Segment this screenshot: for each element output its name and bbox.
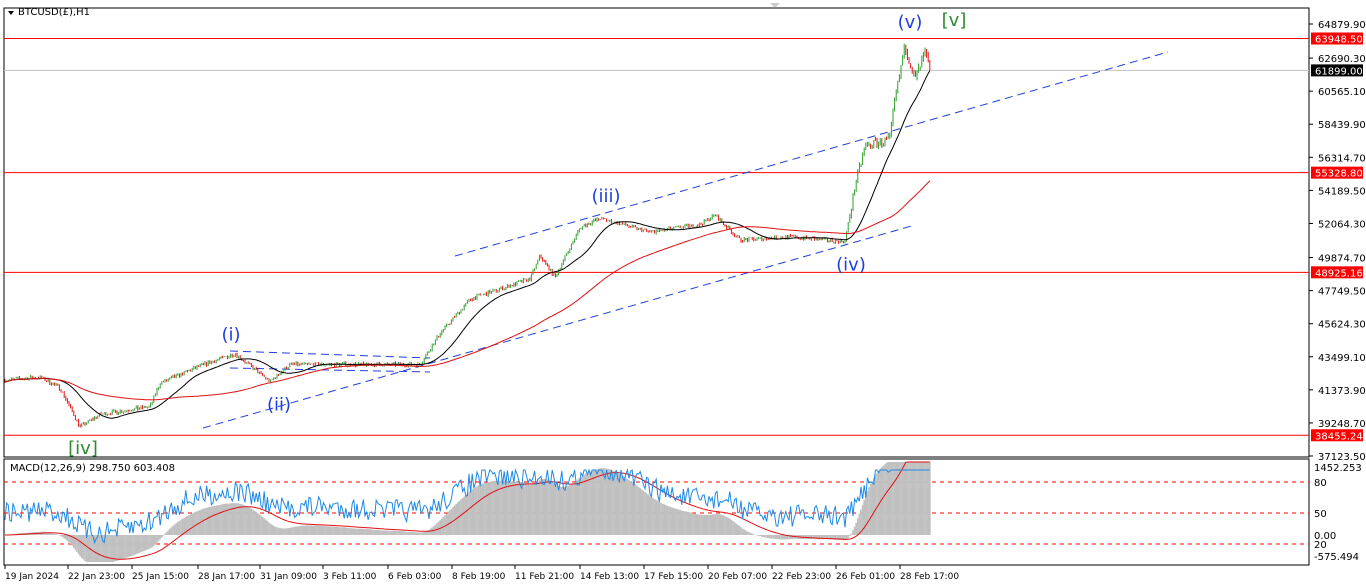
date-tick-label: 26 Feb 01:00 [836,572,895,582]
date-tick-label: 3 Feb 11:00 [323,572,377,582]
level-price-badge [1311,166,1363,179]
elliott-wave-label: (iii) [591,186,620,207]
trend-channel-line [454,51,1169,257]
price-tick-label: 45624.30 [1318,320,1366,331]
date-tick-label: 17 Feb 15:00 [644,572,703,582]
date-tick-label: 6 Feb 03:00 [388,572,442,582]
elliott-wave-label: (iv) [836,254,866,275]
macd-signal-line [5,461,930,560]
symbol-label: BTCUSD(£),H1 [18,7,90,18]
price-tick-label: 37123.50 [1318,452,1366,463]
price-tick-label: 52064.30 [1318,219,1366,230]
date-tick-label: 28 Feb 17:00 [900,572,959,582]
fast-moving-average-line [4,70,931,419]
date-tick-label: 20 Feb 07:00 [708,572,767,582]
trend-channel-line [202,224,916,429]
price-tick-label: 58439.90 [1318,120,1366,131]
price-tick-label: 62690.30 [1318,54,1366,65]
main-pane-border [3,7,1310,458]
current-price-badge [1311,64,1363,77]
date-tick-label: 25 Jan 15:00 [132,572,189,582]
date-tick-label: 8 Feb 19:00 [452,572,506,582]
macd-tick-label: 1452.253 [1314,463,1362,474]
price-tick-label: 39248.70 [1318,419,1366,430]
level-price-badge [1311,266,1363,279]
date-tick-label: 19 Jan 2024 [5,572,59,582]
date-tick-label: 22 Jan 23:00 [68,572,125,582]
macd-tick-label: 20 [1314,540,1327,551]
macd-tick-label: 50 [1314,509,1327,520]
price-tick-label: 60565.10 [1318,87,1366,98]
trend-channel-line [229,350,431,359]
macd-oscillator-line [4,468,930,545]
current-price-label: 61899.00 [1315,66,1363,77]
level-price-badge [1311,32,1363,45]
price-tick-label: 56314.70 [1318,153,1366,164]
level-price-label: 48925.16 [1315,268,1363,279]
slow-moving-average-line [4,180,931,401]
macd-tick-label: 80 [1314,478,1327,489]
level-price-label: 55328.80 [1315,169,1363,180]
level-price-label: 63948.50 [1315,34,1363,45]
date-tick-label: 22 Feb 23:00 [772,572,831,582]
price-tick-label: 49874.70 [1318,254,1366,265]
macd-tick-label: 0.00 [1314,531,1336,542]
date-tick-label: 14 Feb 13:00 [580,572,639,582]
price-tick-label: 43499.10 [1318,353,1366,364]
macd-tick-label: -575.494 [1314,552,1359,563]
scroll-marker-icon [770,3,780,8]
elliott-wave-label: (v) [898,12,923,33]
price-tick-label: 64879.90 [1318,20,1366,31]
macd-label: MACD(12,26,9) 298.750 603.408 [10,463,176,474]
elliott-wave-label: (ii) [267,395,291,416]
date-tick-label: 31 Jan 09:00 [260,572,317,582]
elliott-wave-label: [iv] [68,438,98,459]
price-tick-label: 54189.50 [1318,186,1366,197]
collapse-triangle-icon[interactable] [8,11,14,15]
price-tick-label: 41373.90 [1318,386,1366,397]
indicator-pane-border [3,458,1310,566]
price-tick-label: 47749.50 [1318,287,1366,298]
date-tick-label: 11 Feb 21:00 [515,572,574,582]
elliott-wave-label: (i) [221,324,240,345]
elliott-wave-label: [v] [942,10,967,31]
trend-channel-line [229,367,431,373]
level-price-badge [1311,429,1363,442]
level-price-label: 38455.24 [1315,431,1363,442]
date-tick-label: 28 Jan 17:00 [198,572,255,582]
